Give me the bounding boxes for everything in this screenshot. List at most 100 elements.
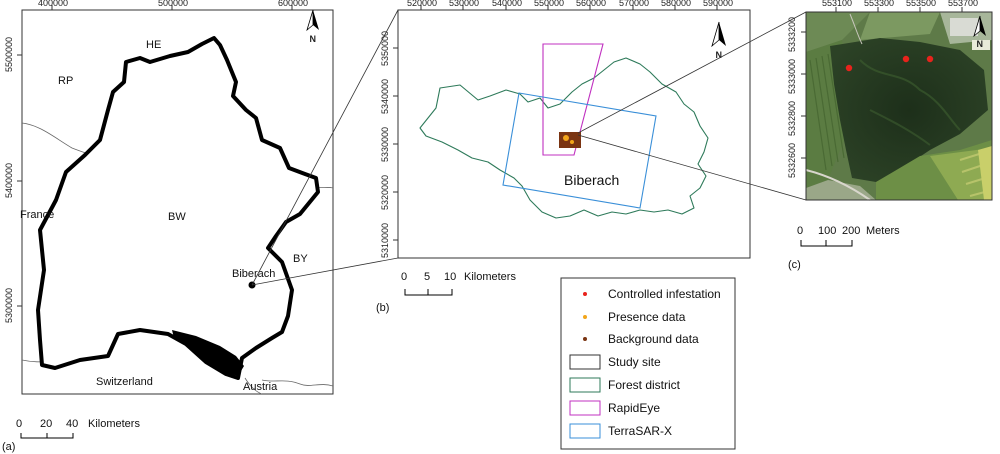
- panel-b-y-tick: 5310000: [380, 223, 390, 258]
- connector-line: [251, 9, 399, 286]
- svg-text:N: N: [716, 50, 723, 60]
- connector-line: [251, 257, 399, 286]
- svg-text:20: 20: [40, 418, 52, 430]
- svg-text:Meters: Meters: [866, 225, 900, 237]
- panel-b-x-tick: 540000: [492, 0, 522, 8]
- svg-text:N: N: [310, 34, 317, 44]
- presence-cluster: [563, 135, 569, 141]
- panel-a-tag: (a): [2, 441, 15, 453]
- legend-item: Study site: [569, 354, 661, 370]
- panel-a-x-tick: 500000: [158, 0, 188, 8]
- scale-bar-c: 0 100 200 Meters: [797, 225, 900, 247]
- legend-swatch: [569, 377, 601, 393]
- forest-district-outline: [419, 57, 709, 219]
- panel-c-frame: [805, 11, 993, 201]
- panel-b-y-tick: 5340000: [380, 79, 390, 114]
- svg-text:40: 40: [66, 418, 78, 430]
- rapideye-footprint: [542, 43, 604, 156]
- region-label-he: HE: [146, 39, 161, 51]
- connector-line: [577, 11, 807, 134]
- region-label-by: BY: [293, 253, 308, 265]
- north-arrow-c: N: [973, 15, 986, 49]
- panel-a-x-tick: 600000: [278, 0, 308, 8]
- north-arrow-b: N: [711, 21, 726, 60]
- panel-c-y-tick: 5333200: [787, 17, 797, 52]
- legend-label: Study site: [608, 355, 661, 369]
- svg-text:N: N: [977, 39, 984, 49]
- panel-c-x-tick: 553100: [822, 0, 852, 8]
- scale-bar-a: 0 20 40 Kilometers: [16, 418, 140, 439]
- svg-text:200: 200: [842, 225, 860, 237]
- panel-a-y-tick: 5500000: [4, 37, 14, 72]
- svg-text:100: 100: [818, 225, 836, 237]
- legend-frame: [560, 277, 736, 450]
- controlled-infestation-point: [926, 55, 934, 63]
- panel-c-x-tick: 553700: [948, 0, 978, 8]
- svg-text:0: 0: [401, 271, 407, 283]
- panel-a-x-tick: 400000: [38, 0, 68, 8]
- region-label-bw: BW: [168, 211, 186, 223]
- panel-a-y-tick: 5400000: [4, 163, 14, 198]
- forest-patch: [830, 38, 988, 182]
- aerial-image: [805, 12, 993, 201]
- legend-swatch: [583, 315, 587, 319]
- panel-c: 553100 553300 553500 553700 5333200 5333…: [787, 0, 993, 271]
- legend-swatch: [569, 400, 601, 416]
- panel-c-y-tick: 5333000: [787, 59, 797, 94]
- region-label-austria: Austria: [243, 381, 278, 393]
- region-label-rp: RP: [58, 75, 73, 87]
- connector-line: [577, 134, 807, 201]
- scale-bar-b: 0 5 10 Kilometers: [401, 271, 516, 296]
- legend-item: Presence data: [583, 310, 686, 324]
- panel-b: 520000 530000 540000 550000 560000 57000…: [376, 0, 751, 314]
- svg-text:5: 5: [424, 271, 430, 283]
- legend-swatch: [569, 354, 601, 370]
- panel-b-x-tick: 560000: [576, 0, 606, 8]
- legend-item: Background data: [583, 332, 699, 346]
- panel-c-y-tick: 5332800: [787, 101, 797, 136]
- north-arrow-a: N: [306, 9, 319, 44]
- bw-outline: [36, 36, 320, 380]
- legend-label: Presence data: [608, 310, 686, 324]
- lake-constance: [172, 330, 244, 376]
- panel-b-y-tick: 5350000: [380, 31, 390, 66]
- legend-label: TerraSAR-X: [608, 424, 672, 438]
- legend-item: TerraSAR-X: [569, 423, 672, 439]
- panel-b-x-tick: 580000: [661, 0, 691, 8]
- terrasar-x-footprint: [502, 92, 657, 209]
- controlled-infestation-point: [845, 64, 853, 72]
- legend-label: Forest district: [608, 378, 681, 392]
- panel-b-y-tick: 5330000: [380, 127, 390, 162]
- svg-text:Kilometers: Kilometers: [88, 418, 140, 430]
- legend-swatch: [583, 292, 587, 296]
- legend-item: Forest district: [569, 377, 681, 393]
- panel-c-y-tick: 5332600: [787, 143, 797, 178]
- neighbor-border: [244, 377, 263, 394]
- svg-text:0: 0: [797, 225, 803, 237]
- panel-c-x-tick: 553300: [864, 0, 894, 8]
- legend-label: RapidEye: [608, 401, 660, 415]
- panel-b-x-tick: 530000: [449, 0, 479, 8]
- panel-b-x-tick: 570000: [619, 0, 649, 8]
- svg-text:10: 10: [444, 271, 456, 283]
- legend-swatch: [583, 337, 587, 341]
- panel-c-tag: (c): [788, 259, 801, 271]
- svg-text:Kilometers: Kilometers: [464, 271, 516, 283]
- panel-b-x-tick: 520000: [407, 0, 437, 8]
- legend: Controlled infestation Presence data Bac…: [560, 277, 736, 450]
- presence-cluster: [570, 140, 574, 144]
- legend-swatch: [569, 423, 601, 439]
- biberach-label: Biberach: [232, 268, 275, 280]
- controlled-infestation-point: [902, 55, 910, 63]
- svg-text:0: 0: [16, 418, 22, 430]
- neighbor-border: [261, 379, 333, 387]
- panel-b-x-tick: 590000: [703, 0, 733, 8]
- panel-b-tag: (b): [376, 302, 389, 314]
- legend-label: Background data: [608, 332, 699, 346]
- panel-a: 400000 500000 600000 5500000 5400000 530…: [2, 0, 334, 453]
- legend-label: Controlled infestation: [608, 287, 721, 301]
- panel-c-x-tick: 553500: [906, 0, 936, 8]
- panel-a-y-tick: 5300000: [4, 288, 14, 323]
- region-label-france: France: [20, 209, 54, 221]
